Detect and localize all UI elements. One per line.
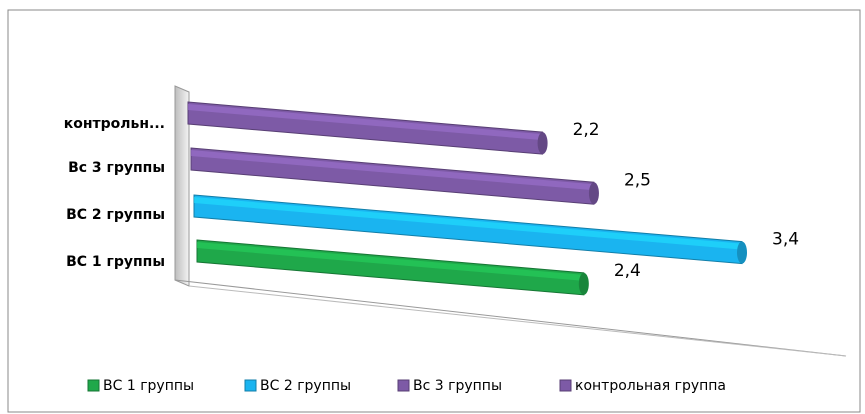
bar-end [537,132,548,155]
value-label: 2,2 [573,120,600,140]
category-label: Вс 3 группы [68,160,165,176]
legend-swatch [397,379,410,392]
legend-label: ВС 1 группы [103,378,194,394]
chart-frame [7,9,861,413]
bar-highlight [197,242,584,281]
value-label: 3,4 [772,230,799,250]
value-label: 2,4 [614,261,641,281]
floor-line [174,279,847,357]
value-label: 2,5 [624,170,651,190]
legend-label: ВС 2 группы [260,378,351,394]
legend-swatch [87,379,100,392]
bar-highlight [188,104,543,141]
floor-line [188,285,847,357]
bar-end [737,241,747,264]
legend-label: Вс 3 группы [413,378,502,394]
legend-label: контрольная группа [575,378,726,394]
category-label: ВС 1 группы [66,254,165,270]
bar-end [588,182,599,205]
bar-end [578,272,589,295]
bar-highlight [191,150,594,191]
category-label: ВС 2 группы [66,207,165,223]
legend-swatch [559,379,572,392]
category-label: контрольн... [64,116,165,132]
back-wall [174,85,190,287]
bar-highlight [194,197,742,250]
legend-swatch [244,379,257,392]
